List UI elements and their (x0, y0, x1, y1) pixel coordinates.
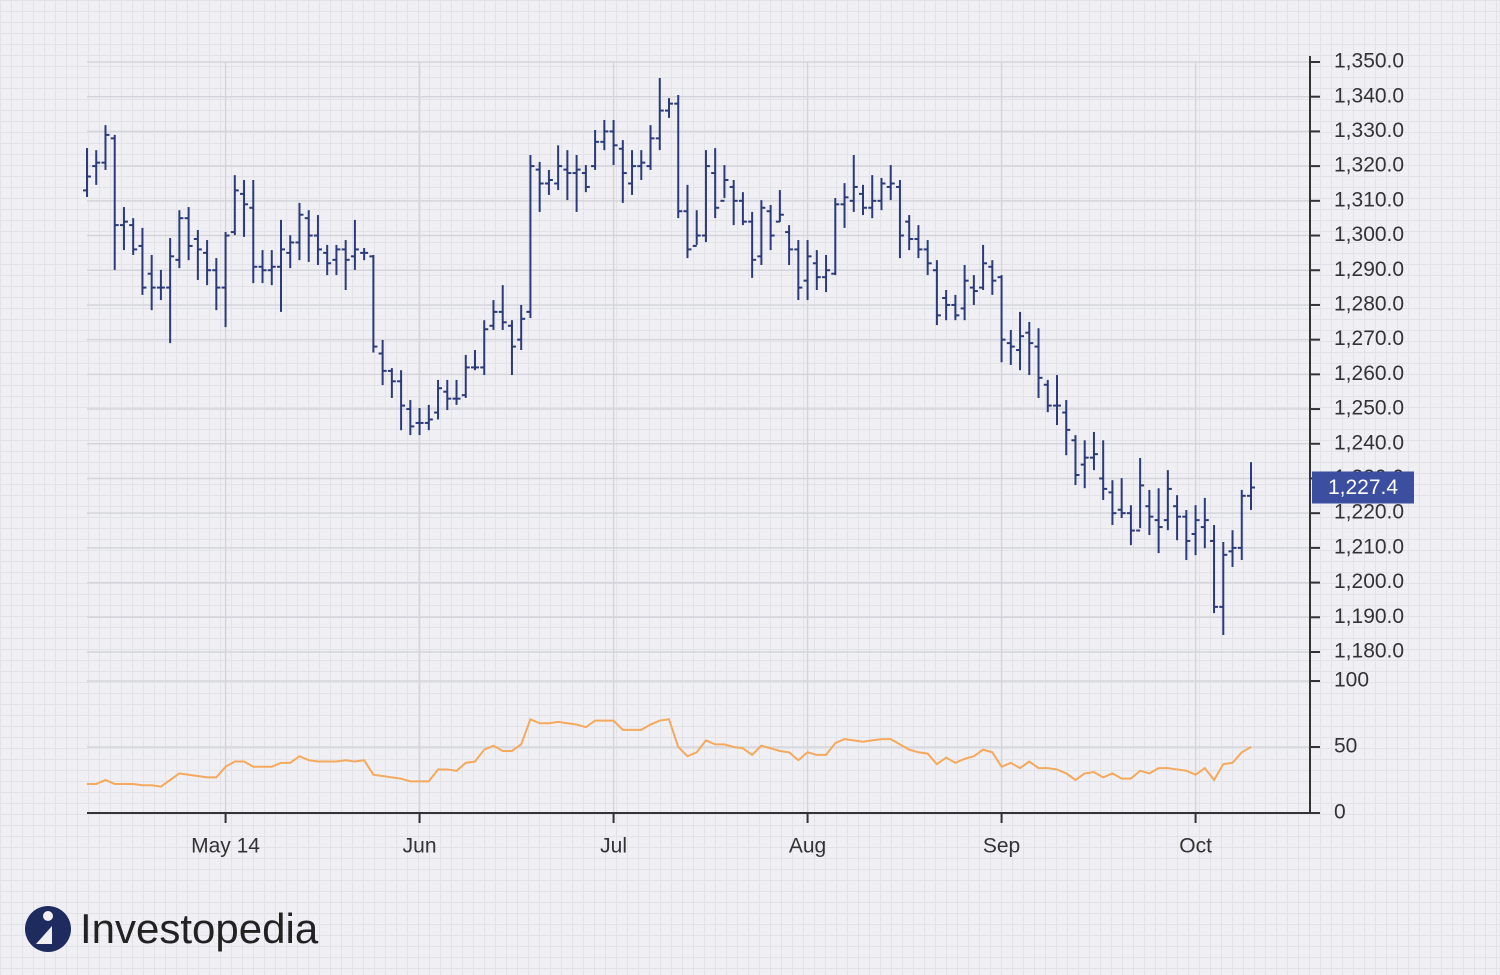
indicator-line (87, 717, 1252, 788)
y-tick-label: 1,310.0 (1334, 188, 1404, 211)
y-tick-label: 1,260.0 (1334, 362, 1404, 385)
logo-icon-stem (36, 926, 52, 944)
y2-tick-label: 50 (1334, 735, 1357, 758)
y-tick-label: 1,290.0 (1334, 258, 1404, 281)
y-tick-label: 1,350.0 (1334, 50, 1404, 73)
x-tick-label: May 14 (191, 835, 260, 858)
y-tick-label: 1,180.0 (1334, 640, 1404, 663)
x-tick-label: Aug (789, 835, 826, 858)
brand: Investopedia (80, 905, 319, 952)
y-tick-label: 1,200.0 (1334, 570, 1404, 593)
x-tick-label: Jul (600, 835, 627, 858)
logo-icon-dot (43, 911, 53, 921)
y-tick-label: 1,190.0 (1334, 605, 1404, 628)
y-tick-label: 1,340.0 (1334, 84, 1404, 107)
plot-area (83, 77, 1255, 788)
x-tick-label: Jun (403, 835, 437, 858)
logo-icon (25, 906, 71, 952)
x-tick-label: Sep (983, 835, 1020, 858)
y-tick-label: 1,210.0 (1334, 535, 1404, 558)
last-value-label: 1,227.4 (1328, 476, 1398, 499)
logo: Investopedia (25, 905, 319, 952)
x-tick-label: Oct (1179, 835, 1212, 858)
y-tick-label: 1,280.0 (1334, 292, 1404, 315)
y-tick-label: 1,300.0 (1334, 223, 1404, 246)
y-tick-label: 1,240.0 (1334, 431, 1404, 454)
grid (87, 61, 1310, 814)
y-tick-label: 1,220.0 (1334, 501, 1404, 524)
last-value-badge (1312, 471, 1414, 504)
y2-tick-label: 0 (1334, 801, 1346, 824)
y-tick-label: 1,330.0 (1334, 119, 1404, 142)
y-tick-label: 1,270.0 (1334, 327, 1404, 350)
y2-tick-label: 100 (1334, 669, 1369, 692)
y-tick-label: 1,250.0 (1334, 397, 1404, 420)
y-tick-label: 1,320.0 (1334, 154, 1404, 177)
